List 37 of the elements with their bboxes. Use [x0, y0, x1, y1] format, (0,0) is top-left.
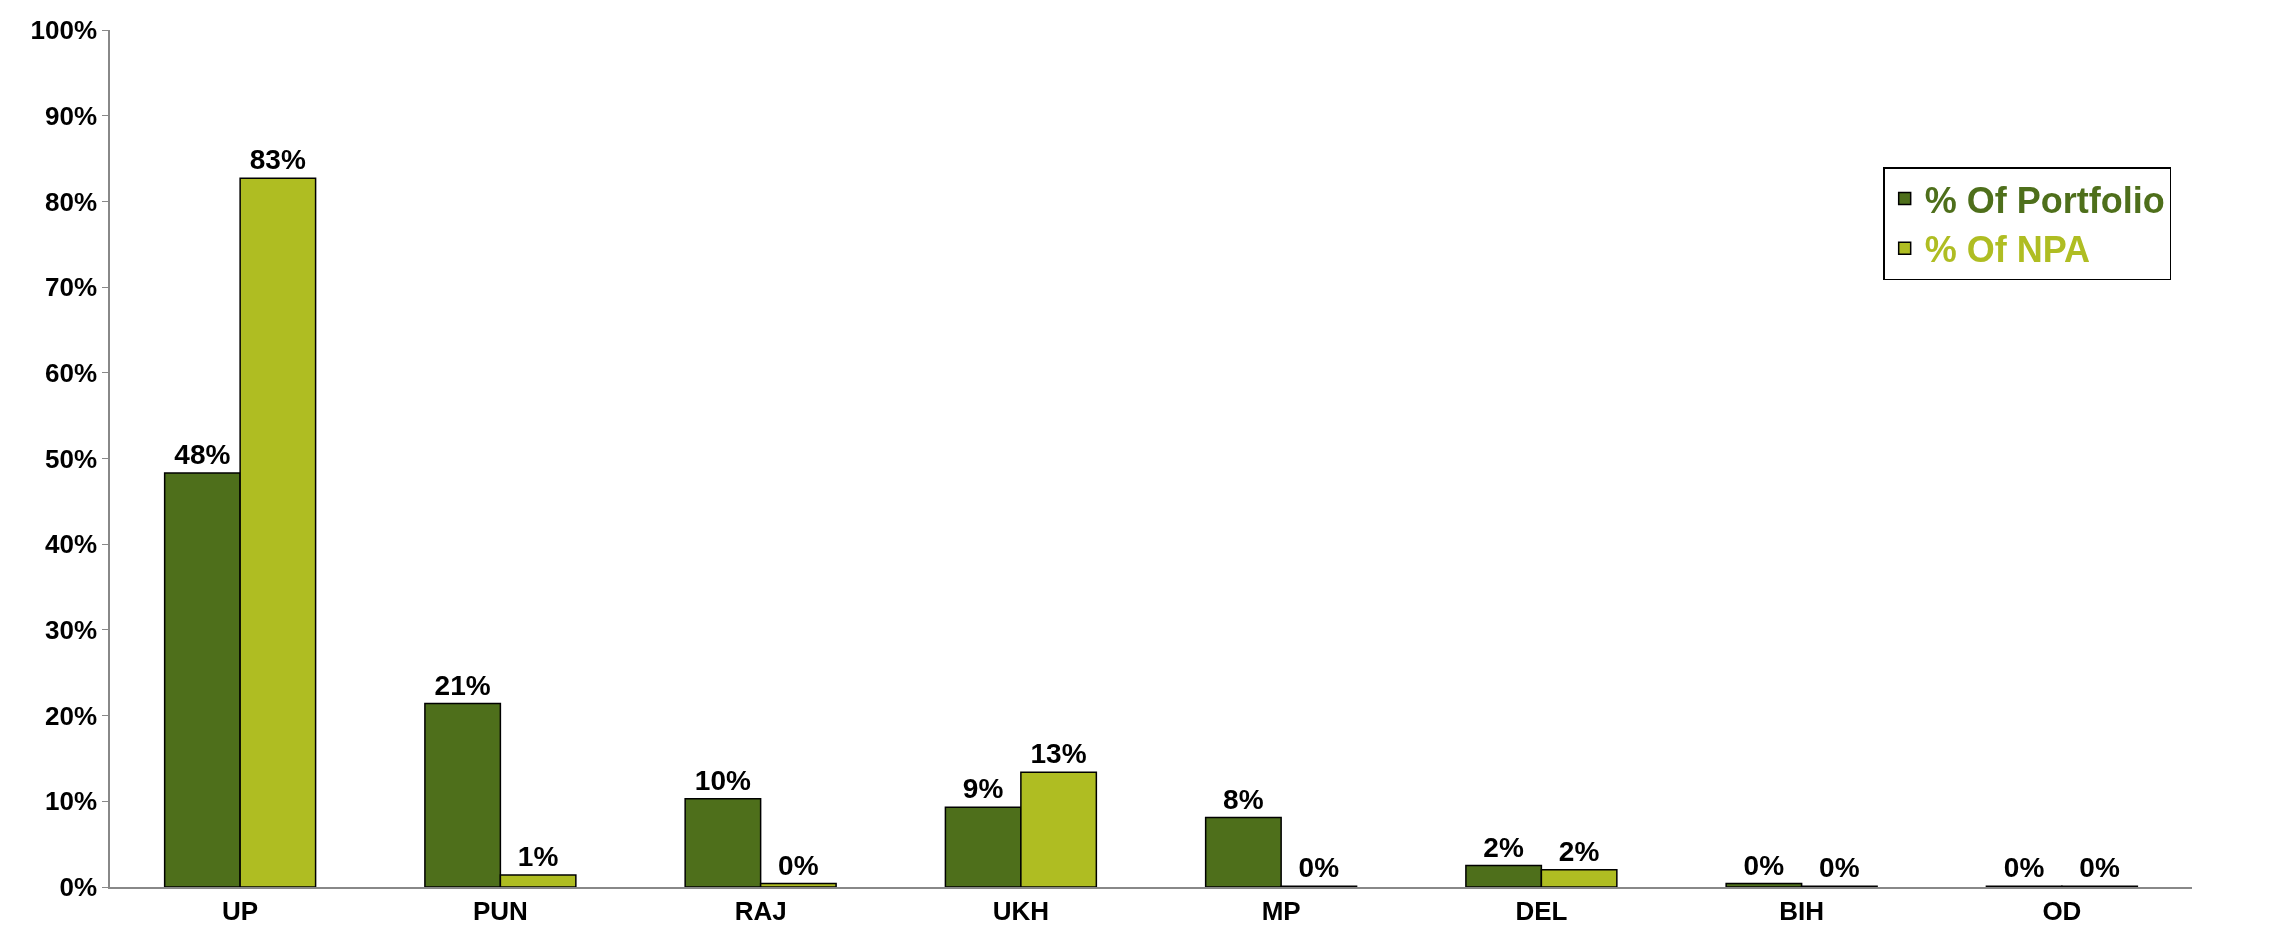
y-tick-label: 100%	[30, 15, 98, 46]
data-label: 0%	[2003, 852, 2045, 884]
data-label: 48%	[174, 439, 231, 471]
data-label: 10%	[694, 764, 751, 796]
data-label: 0%	[1298, 852, 1340, 884]
y-tick-label: 40%	[45, 529, 98, 560]
data-label: 0%	[778, 849, 819, 881]
data-label: 0%	[1819, 852, 1860, 884]
y-tick-label: 20%	[45, 700, 98, 731]
data-label: 0%	[2079, 852, 2120, 884]
y-tick-label: 50%	[45, 443, 98, 474]
y-tick-label: 80%	[45, 186, 98, 217]
x-tick-label: MP	[1261, 895, 1301, 926]
data-label: 13%	[1030, 738, 1087, 770]
x-tick-label: DEL	[1515, 895, 1568, 926]
legend-label: % Of Portfolio	[1924, 179, 2165, 221]
y-tick-label: 60%	[45, 357, 98, 388]
y-tick-label: 30%	[45, 615, 98, 645]
x-tick-label: PUN	[472, 895, 528, 926]
data-label: 2%	[1483, 831, 1524, 863]
x-tick-label: UP	[222, 895, 259, 926]
data-label: 83%	[249, 144, 306, 176]
data-label: 8%	[1223, 783, 1264, 815]
y-tick-label: 10%	[45, 786, 98, 817]
data-label: 9%	[962, 773, 1004, 805]
y-tick-label: 0%	[59, 872, 98, 903]
x-tick-label: OD	[2042, 895, 2082, 926]
x-tick-label: BIH	[1779, 895, 1825, 926]
data-label: 0%	[1743, 849, 1785, 881]
data-label: 1%	[517, 841, 559, 872]
y-tick-label: 70%	[45, 272, 98, 303]
x-tick-label: RAJ	[734, 895, 787, 926]
data-label: 2%	[1558, 835, 1600, 867]
y-tick-label: 90%	[45, 100, 98, 131]
x-tick-label: UKH	[992, 895, 1050, 926]
legend-label: % Of NPA	[1924, 229, 2091, 271]
data-label: 21%	[434, 669, 491, 701]
